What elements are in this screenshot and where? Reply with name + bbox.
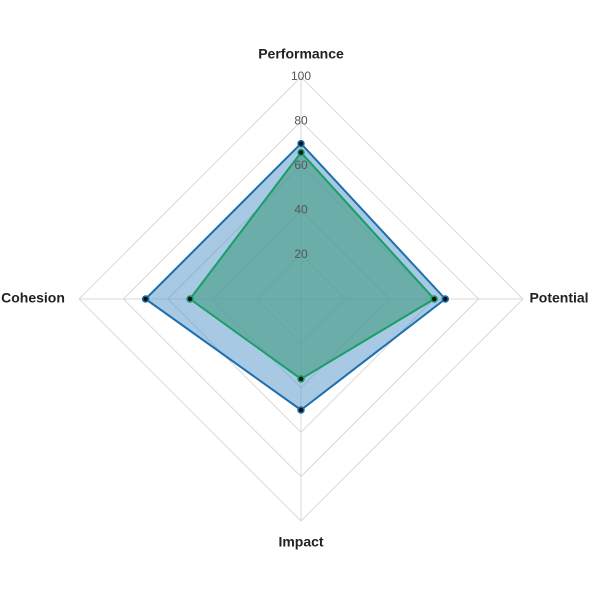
data-point	[186, 295, 194, 303]
series-2	[186, 148, 438, 383]
data-point	[430, 295, 438, 303]
data-point	[441, 295, 450, 303]
data-point	[297, 406, 305, 414]
data-point	[297, 375, 305, 383]
tick-label: 40	[294, 202, 308, 216]
tick-label: 80	[294, 114, 308, 128]
tick-label: 20	[294, 247, 308, 261]
tick-label: 100	[291, 69, 311, 83]
radar-tick-labels: 20 40 60 80 100	[291, 69, 311, 261]
axis-label-impact: Impact	[278, 534, 323, 550]
radar-series-layer	[141, 139, 450, 414]
axis-label-performance: Performance	[258, 46, 344, 62]
tick-label: 60	[294, 158, 308, 172]
data-point	[297, 148, 305, 157]
data-point	[141, 295, 150, 303]
axis-label-cohesion: Cohesion	[1, 290, 65, 306]
axis-label-potential: Potential	[529, 290, 588, 306]
radar-axis-titles: Performance Potential Impact Cohesion	[1, 46, 588, 550]
data-point	[297, 139, 305, 148]
